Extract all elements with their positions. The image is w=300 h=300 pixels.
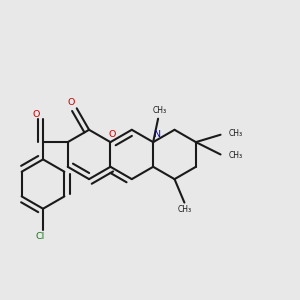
Text: O: O (33, 110, 40, 119)
Text: CH₃: CH₃ (153, 106, 167, 115)
Text: O: O (108, 130, 116, 139)
Text: CH₃: CH₃ (229, 152, 243, 160)
Text: CH₃: CH₃ (177, 206, 191, 214)
Text: Cl: Cl (35, 232, 45, 241)
Text: CH₃: CH₃ (229, 129, 243, 138)
Text: O: O (67, 98, 74, 107)
Text: N: N (153, 130, 160, 139)
